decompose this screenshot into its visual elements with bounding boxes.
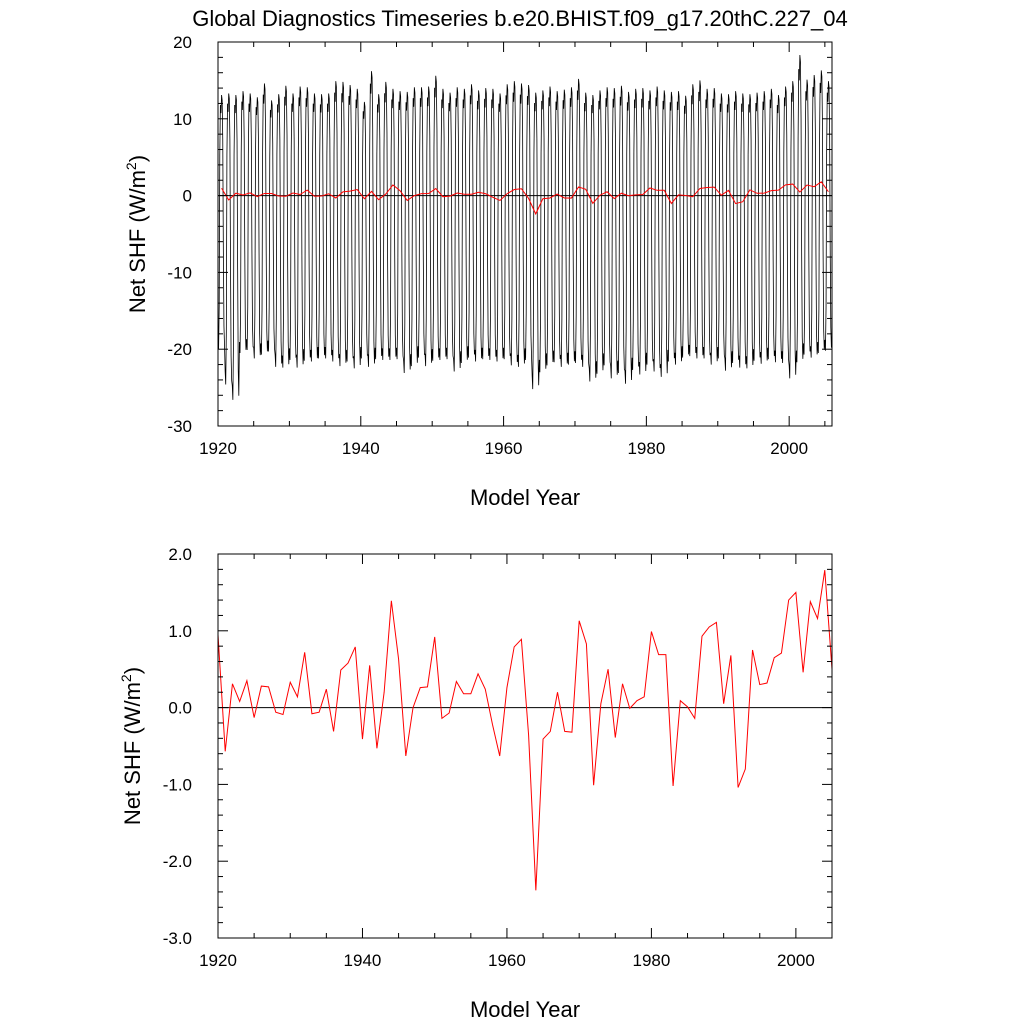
top-y-tick-label: -10: [167, 263, 192, 282]
bottom-chart: 1920 1940 1960 1980 2000 -3.0 -2.0 -1.0 0.0 1.0 2.…: [118, 545, 833, 1022]
bottom-y-axis-label: Net SHF (W/m2): [118, 667, 145, 825]
top-monthly-series-line: [217, 55, 832, 400]
bottom-y-tick-label: -1.0: [163, 775, 192, 794]
top-y-tick-label: 10: [173, 110, 192, 129]
bottom-y-tick-label: -3.0: [163, 929, 192, 948]
top-y-tick-label: -20: [167, 340, 192, 359]
top-x-axis-label: Model Year: [470, 485, 580, 510]
bottom-x-tick-label: 1940: [344, 951, 382, 970]
top-plot-frame: [217, 41, 833, 427]
bottom-x-tick-label: 1960: [488, 951, 526, 970]
top-y-tick-label: 20: [173, 33, 192, 52]
top-x-tick-label: 1940: [342, 439, 380, 458]
bottom-annual-series-line: [217, 570, 833, 891]
figure-title: Global Diagnostics Timeseries b.e20.BHIS…: [192, 6, 848, 31]
bottom-x-tick-label: 2000: [777, 951, 815, 970]
top-y-tick-label: 0: [183, 187, 192, 206]
top-x-tick-label: 1920: [199, 439, 237, 458]
bottom-plot-frame: [217, 553, 833, 939]
bottom-x-tick-label: 1920: [199, 951, 237, 970]
top-x-tick-label: 1980: [627, 439, 665, 458]
top-chart: 1920 1940 1960 1980 2000 -30 -20 -10 0 10 20 Model…: [123, 33, 833, 510]
top-y-axis-label: Net SHF (W/m2): [123, 155, 150, 313]
bottom-y-tick-label: -2.0: [163, 852, 192, 871]
bottom-x-tick-label: 1980: [632, 951, 670, 970]
top-x-tick-label: 2000: [770, 439, 808, 458]
bottom-y-tick-label: 1.0: [168, 622, 192, 641]
top-y-tick-label: -30: [167, 417, 192, 436]
bottom-x-axis-label: Model Year: [470, 997, 580, 1022]
top-x-tick-label: 1960: [485, 439, 523, 458]
top-annual-series-line: [221, 181, 829, 216]
bottom-y-tick-label: 2.0: [168, 545, 192, 564]
bottom-y-tick-label: 0.0: [168, 699, 192, 718]
